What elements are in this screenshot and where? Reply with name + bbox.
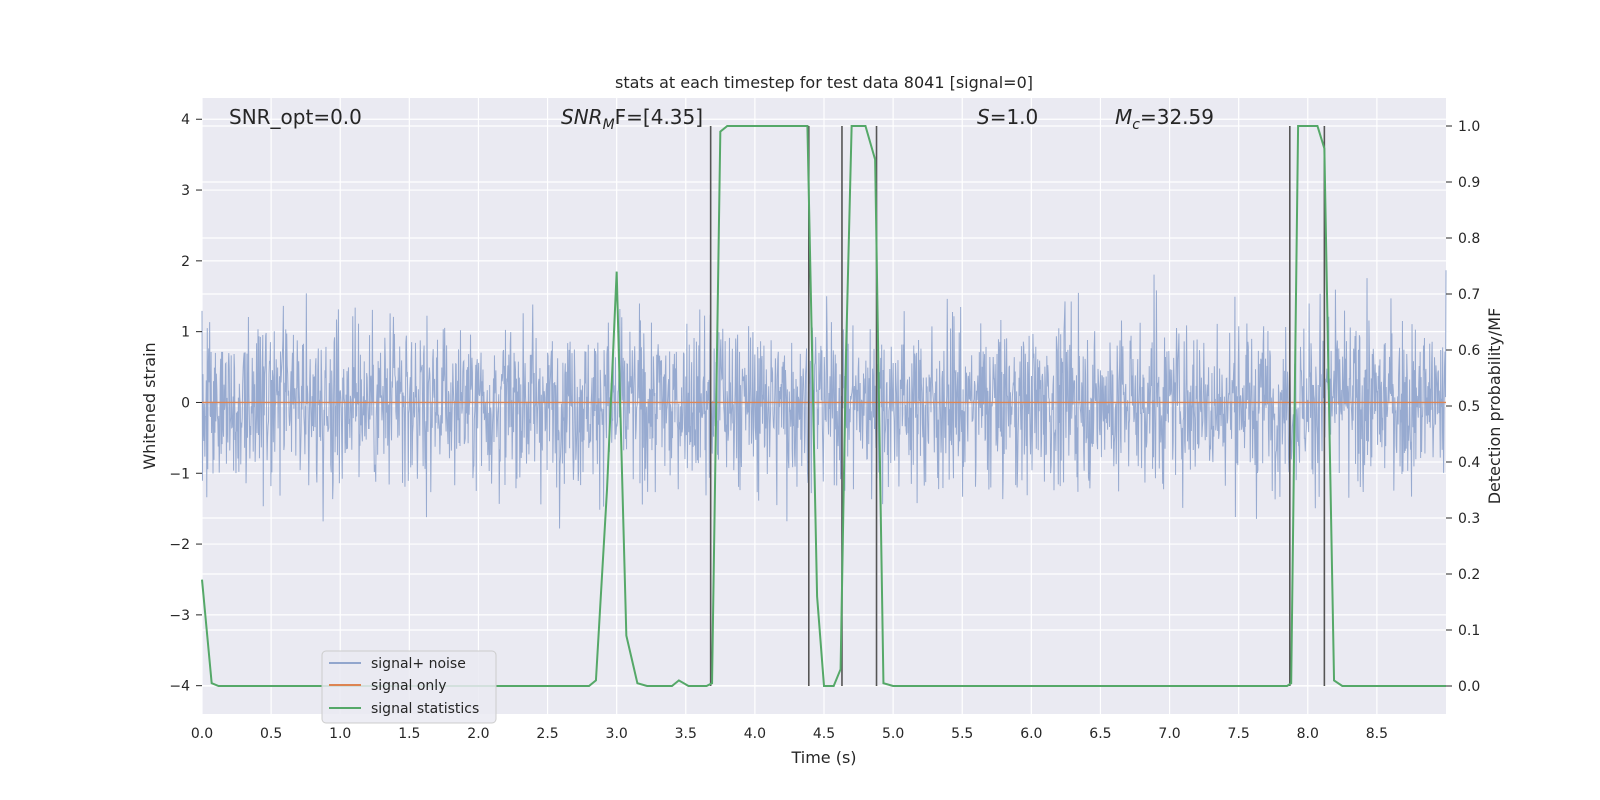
annotation-s-main: S xyxy=(977,105,990,129)
y-left-tick-label: 4 xyxy=(181,112,190,128)
y-left-axis-label: Whitened strain xyxy=(140,342,159,469)
x-tick-label: 5.0 xyxy=(882,726,904,742)
legend-label-signal-noise: signal+ noise xyxy=(371,656,466,672)
annotation-snr-opt: SNR_opt=0.0 xyxy=(229,105,362,129)
y-left-tick-label: −4 xyxy=(169,679,190,695)
x-tick-label: 8.5 xyxy=(1366,726,1388,742)
annotation-s-rest: =1.0 xyxy=(990,105,1039,129)
y-right-tick-label: 0.1 xyxy=(1458,623,1480,639)
y-left-tick-label: −2 xyxy=(169,537,190,553)
y-right-axis-label: Detection probability/MF xyxy=(1485,308,1504,505)
y-right-tick-label: 0.9 xyxy=(1458,175,1480,191)
y-right-tick-label: 0.8 xyxy=(1458,231,1480,247)
annotation-mc-main: M xyxy=(1115,105,1132,129)
y-left-tick-label: −1 xyxy=(169,466,190,482)
y-right-tick-label: 1.0 xyxy=(1458,119,1480,135)
series-signal-noise-line xyxy=(201,270,1447,529)
chart-title: stats at each timestep for test data 804… xyxy=(615,73,1033,92)
x-tick-label: 0.0 xyxy=(191,726,213,742)
y-right-tick-label: 0.0 xyxy=(1458,679,1480,695)
x-tick-label: 7.0 xyxy=(1158,726,1180,742)
y-right-tick-label: 0.2 xyxy=(1458,567,1480,583)
y-right-tick-label: 0.5 xyxy=(1458,399,1480,415)
y-right-tick-label: 0.6 xyxy=(1458,343,1480,359)
annotation-snr-mf-main: SNR xyxy=(561,105,603,129)
legend-box xyxy=(321,650,497,724)
x-tick-label: 7.5 xyxy=(1228,726,1250,742)
legend: signal+ noise signal only signal statist… xyxy=(321,650,497,724)
y-right-tick-labels: 1.0 0.9 0.8 0.7 0.6 0.5 0.4 0.3 0.2 0.1 0.0 xyxy=(1446,119,1480,695)
y-left-tick-labels: 4 3 2 1 0 −1 −2 −3 −4 xyxy=(169,112,202,695)
x-tick-label: 1.0 xyxy=(329,726,351,742)
legend-label-signal-only: signal only xyxy=(371,678,446,694)
y-right-tick-label: 0.7 xyxy=(1458,287,1480,303)
x-tick-label: 3.5 xyxy=(675,726,697,742)
x-tick-label: 8.0 xyxy=(1297,726,1319,742)
x-tick-labels: 0.0 0.5 1.0 1.5 2.0 2.5 3.0 3.5 4.0 4.5 5.0 5.5 6.0 6… xyxy=(191,726,1388,742)
annotation-mc-rest: =32.59 xyxy=(1140,105,1214,129)
legend-label-signal-statistics: signal statistics xyxy=(371,701,479,717)
x-tick-label: 3.0 xyxy=(606,726,628,742)
x-axis-label: Time (s) xyxy=(790,748,856,767)
x-tick-label: 2.5 xyxy=(536,726,558,742)
annotation-mc-sub: c xyxy=(1132,117,1140,133)
x-tick-label: 5.5 xyxy=(951,726,973,742)
y-right-tick-label: 0.3 xyxy=(1458,511,1480,527)
x-tick-label: 1.5 xyxy=(398,726,420,742)
x-tick-label: 2.0 xyxy=(467,726,489,742)
x-tick-label: 6.0 xyxy=(1020,726,1042,742)
x-tick-label: 0.5 xyxy=(260,726,282,742)
annotation-snr-mf: SNRMF=[4.35] xyxy=(561,105,703,133)
annotation-mc: Mc=32.59 xyxy=(1115,105,1214,133)
series-signal-statistics-line xyxy=(201,125,1446,687)
y-left-tick-label: 3 xyxy=(181,183,190,199)
series-signal-noise xyxy=(201,270,1447,529)
annotation-s: S=1.0 xyxy=(977,105,1038,129)
y-left-tick-label: 0 xyxy=(181,395,190,411)
annotation-snr-mf-sub: M xyxy=(603,117,615,133)
y-left-tick-label: 2 xyxy=(181,254,190,270)
y-left-tick-label: −3 xyxy=(169,608,190,624)
x-tick-label: 6.5 xyxy=(1089,726,1111,742)
y-left-tick-label: 1 xyxy=(181,325,190,341)
x-tick-label: 4.0 xyxy=(744,726,766,742)
series-signal-statistics xyxy=(201,125,1446,687)
annotation-snr-mf-rest: F=[4.35] xyxy=(615,105,703,129)
y-right-tick-label: 0.4 xyxy=(1458,455,1480,471)
x-tick-label: 4.5 xyxy=(813,726,835,742)
